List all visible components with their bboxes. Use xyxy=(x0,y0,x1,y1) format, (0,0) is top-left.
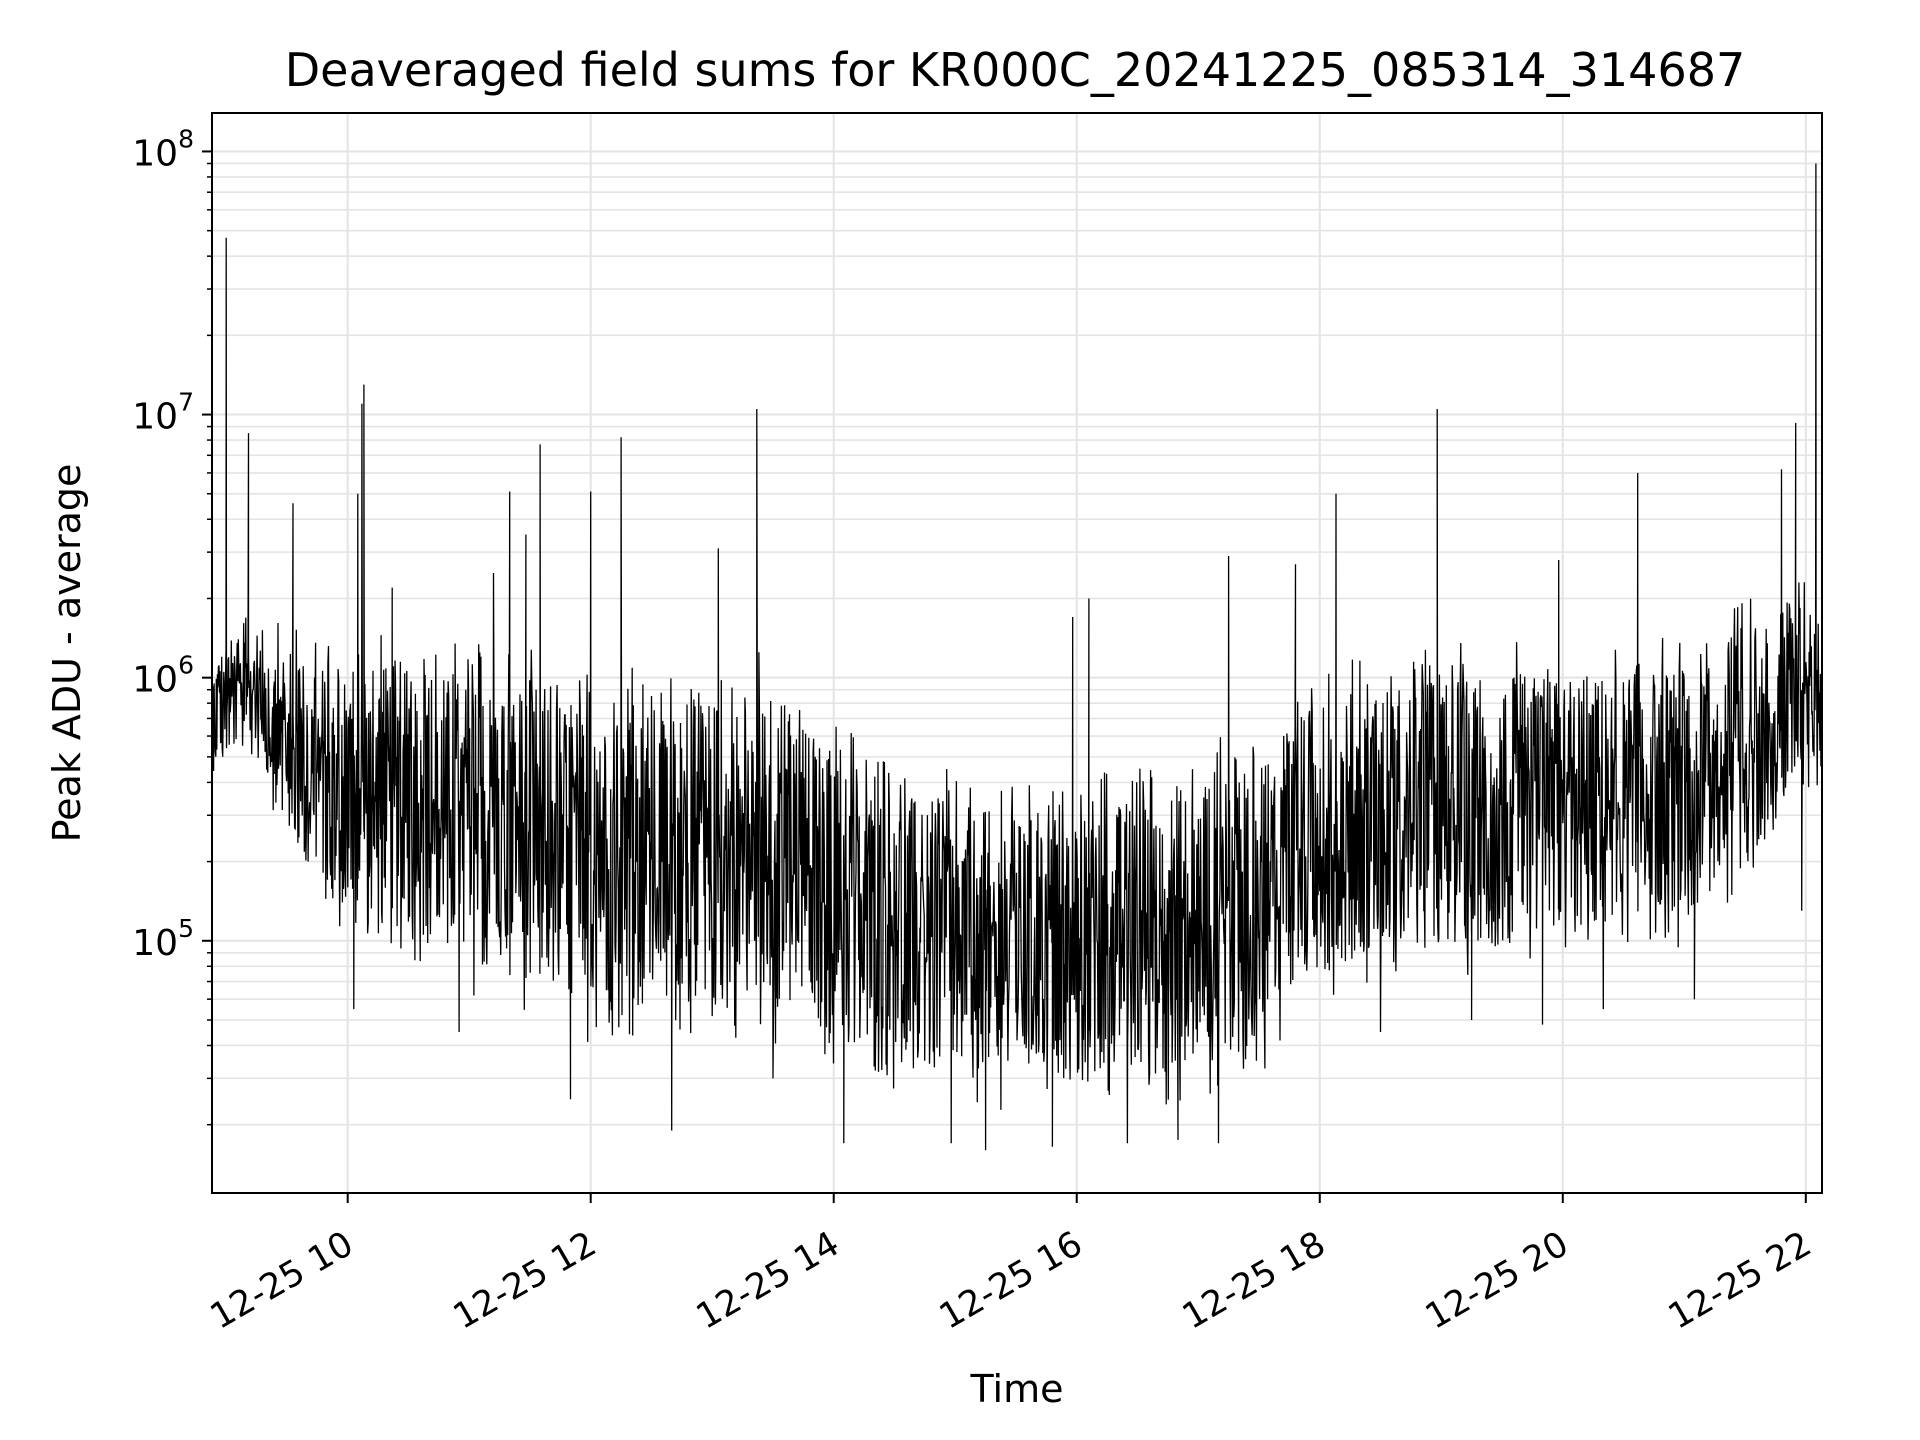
y-tick-base: 10 xyxy=(132,923,178,964)
y-tick-exponent: 6 xyxy=(178,651,194,680)
y-tick-label: 108 xyxy=(132,124,194,174)
series-line-path xyxy=(211,163,1823,1151)
y-tick-label: 106 xyxy=(132,651,194,701)
y-tick-exponent: 8 xyxy=(178,124,194,153)
y-tick-exponent: 5 xyxy=(178,914,194,943)
y-tick-label: 107 xyxy=(132,388,194,438)
x-axis-label: Time xyxy=(970,1367,1064,1411)
plot-frame xyxy=(211,112,1823,1194)
y-tick-exponent: 7 xyxy=(178,388,194,417)
y-tick-base: 10 xyxy=(132,133,178,174)
y-tick-label: 105 xyxy=(132,914,194,964)
y-tick-base: 10 xyxy=(132,660,178,701)
y-tick-base: 10 xyxy=(132,397,178,438)
series-line xyxy=(211,163,1823,1151)
chart-title: Deaveraged field sums for KR000C_2024122… xyxy=(285,43,1746,97)
y-axis-label: Peak ADU - average xyxy=(45,464,89,843)
